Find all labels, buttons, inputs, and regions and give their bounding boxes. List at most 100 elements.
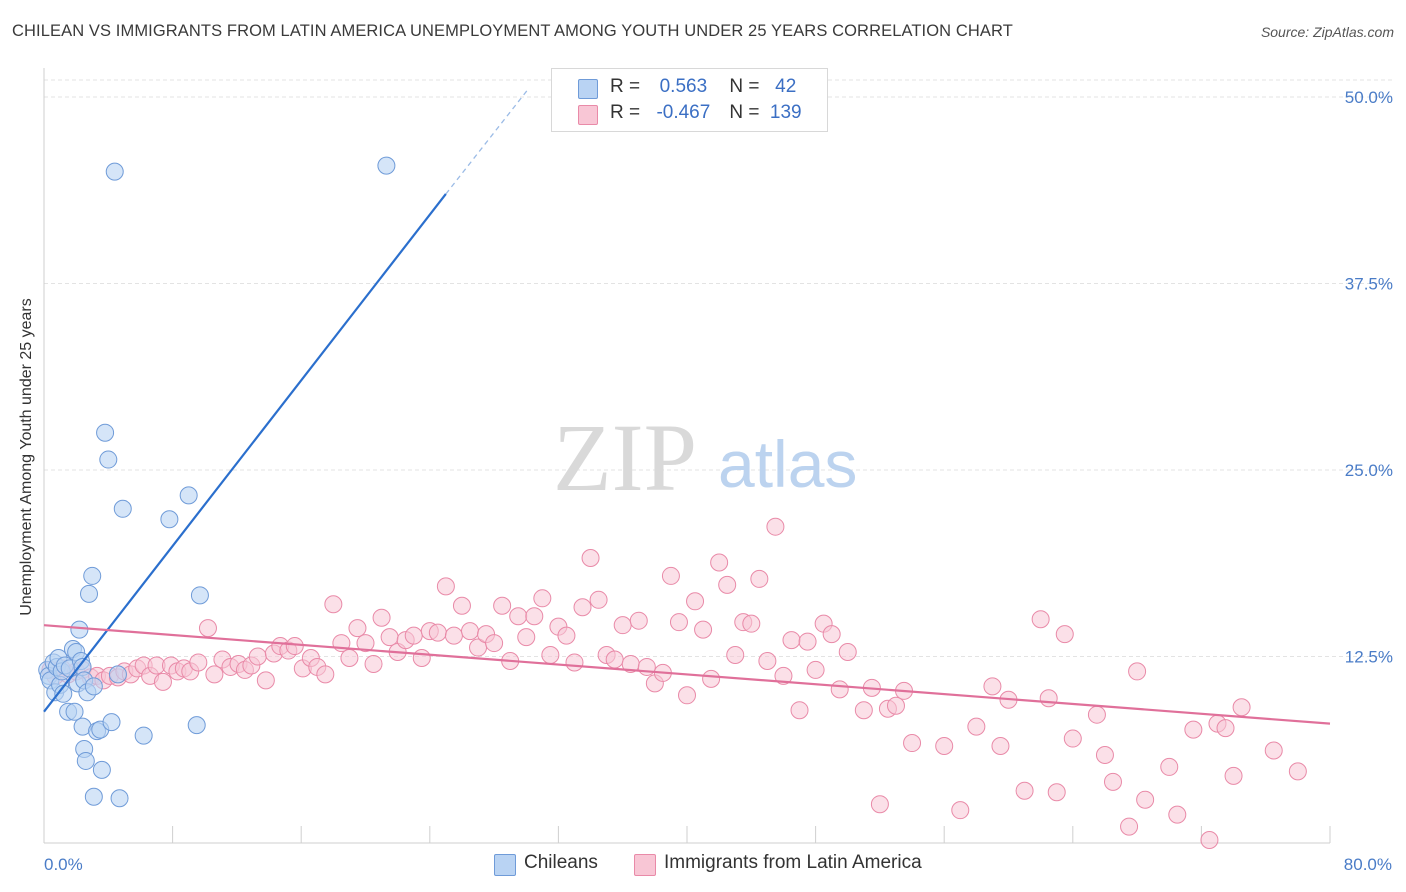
point-chileans [110, 789, 129, 808]
point-immigrants [1015, 781, 1034, 800]
point-immigrants [525, 607, 544, 626]
point-chileans [190, 586, 209, 605]
point-immigrants [356, 634, 375, 653]
point-immigrants [758, 651, 777, 670]
legend-stats-chileans: R = 0.563 N = 42 [610, 76, 807, 98]
point-immigrants [581, 549, 600, 568]
point-immigrants [613, 616, 632, 635]
point-chileans [92, 760, 111, 779]
point-immigrants [854, 701, 873, 720]
point-immigrants [428, 623, 447, 642]
point-immigrants [1184, 720, 1203, 739]
legend-r-value: 0.563 [659, 76, 708, 97]
point-immigrants [750, 569, 769, 588]
legend-n-value: 42 [775, 76, 797, 97]
point-chileans [134, 726, 153, 745]
point-immigrants [830, 680, 849, 699]
point-immigrants [1055, 625, 1074, 644]
watermark: ZIP atlas [553, 404, 857, 511]
point-immigrants [533, 589, 552, 608]
legend-r-label: R = [610, 76, 646, 97]
axes [43, 68, 1331, 844]
point-immigrants [452, 596, 471, 615]
legend-n-label: N = [729, 102, 765, 123]
bottom-legend-label: Immigrants from Latin America [664, 852, 922, 873]
point-chileans [65, 702, 84, 721]
point-immigrants [1136, 790, 1155, 809]
point-immigrants [790, 701, 809, 720]
point-immigrants [324, 595, 343, 614]
point-immigrants [806, 660, 825, 679]
point-immigrants [967, 717, 986, 736]
x-tick-label: 0.0% [44, 855, 83, 874]
point-immigrants [798, 632, 817, 651]
point-immigrants [605, 650, 624, 669]
point-immigrants [460, 622, 479, 641]
point-immigrants [686, 592, 705, 611]
point-chileans [96, 423, 115, 442]
point-immigrants [1224, 766, 1243, 785]
point-immigrants [694, 620, 713, 639]
correlation-legend: R = 0.563 N = 42 R = -0.467 N = 139 [551, 68, 828, 132]
y-tick-label: 37.5% [1345, 275, 1393, 294]
point-immigrants [782, 631, 801, 650]
point-immigrants [340, 648, 359, 667]
point-immigrants [710, 553, 729, 572]
point-immigrants [1031, 610, 1050, 629]
trend-line-chileans [43, 193, 447, 713]
legend-r-value: -0.467 [656, 102, 711, 123]
point-immigrants [951, 801, 970, 820]
legend-stats-immigrants: R = -0.467 N = 139 [610, 102, 807, 124]
point-immigrants [726, 646, 745, 665]
point-chileans [80, 584, 99, 603]
point-immigrants [1232, 698, 1251, 717]
y-tick-label: 25.0% [1345, 461, 1393, 480]
bottom-legend-label: Chileans [524, 852, 598, 873]
point-chileans [102, 713, 121, 732]
point-immigrants [718, 575, 737, 594]
point-chileans [84, 677, 103, 696]
series-immigrants-points [41, 517, 1307, 850]
point-immigrants [637, 657, 656, 676]
point-chileans [187, 716, 206, 735]
point-immigrants [380, 628, 399, 647]
watermark-zip: ZIP [553, 404, 697, 511]
point-immigrants [774, 666, 793, 685]
point-immigrants [1103, 772, 1122, 791]
point-immigrants [669, 613, 688, 632]
bottom-legend-swatch-blue [494, 854, 516, 876]
chart-title: CHILEAN VS IMMIGRANTS FROM LATIN AMERICA… [12, 22, 1013, 40]
point-immigrants [404, 626, 423, 645]
point-immigrants [702, 669, 721, 688]
point-immigrants [1120, 817, 1139, 836]
legend-r-label: R = [610, 102, 646, 123]
point-immigrants [1039, 689, 1058, 708]
trend-lines [43, 89, 1331, 725]
point-immigrants [565, 653, 584, 672]
point-immigrants [991, 737, 1010, 756]
point-immigrants [1063, 729, 1082, 748]
point-immigrants [372, 608, 391, 627]
point-immigrants [886, 696, 905, 715]
point-immigrants [153, 672, 172, 691]
point-immigrants [541, 646, 560, 665]
point-immigrants [1216, 719, 1235, 738]
point-immigrants [742, 614, 761, 633]
point-immigrants [935, 737, 954, 756]
point-immigrants [205, 665, 224, 684]
point-chileans [113, 499, 132, 518]
point-chileans [99, 450, 118, 469]
point-immigrants [1200, 831, 1219, 850]
point-chileans [160, 510, 179, 529]
trend-line-chileans-extension [445, 89, 529, 195]
point-immigrants [198, 619, 217, 638]
point-immigrants [1128, 662, 1147, 681]
point-chileans [179, 486, 198, 505]
x-tick-label: 80.0% [1344, 855, 1392, 874]
point-immigrants [1288, 762, 1307, 781]
legend-n-value: 139 [769, 102, 802, 123]
point-immigrants [1095, 745, 1114, 764]
y-tick-label: 50.0% [1345, 88, 1393, 107]
point-immigrants [248, 647, 267, 666]
